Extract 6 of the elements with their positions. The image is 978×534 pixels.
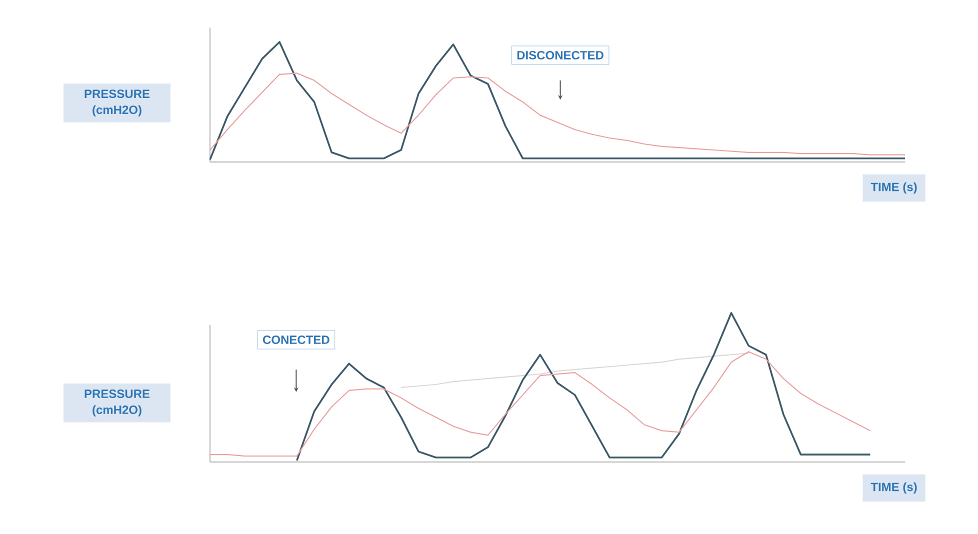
x-axis-title: TIME (s)	[870, 482, 917, 494]
y-axis-title: PRESSURE (cmH2O)	[84, 390, 150, 416]
annotation: CONECTED	[263, 336, 330, 344]
y-axis-title: PRESSURE (cmH2O)	[84, 90, 150, 116]
x-axis-title: TIME (s)	[870, 182, 917, 194]
annotation: DISCONECTED	[517, 50, 604, 60]
